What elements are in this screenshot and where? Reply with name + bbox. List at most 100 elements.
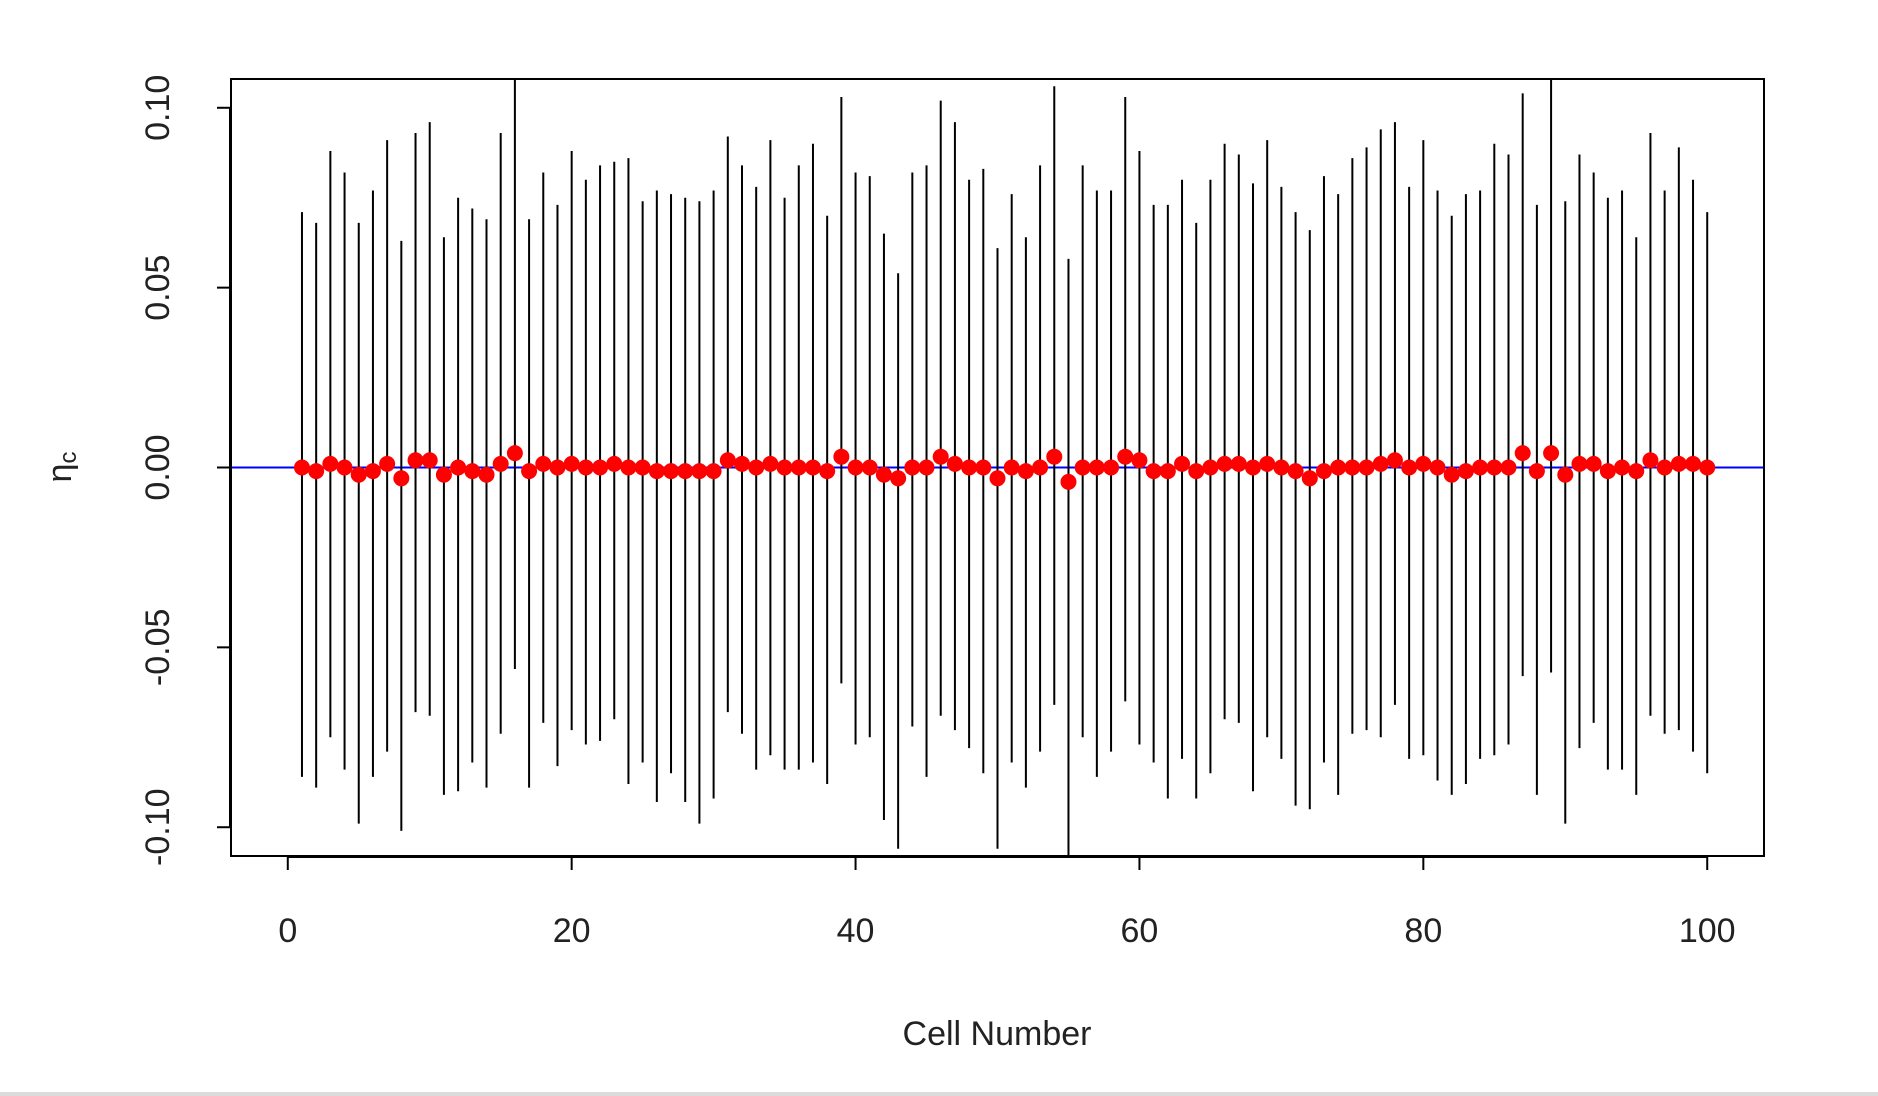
x-tick-label: 80 xyxy=(1404,912,1442,950)
data-point xyxy=(918,459,935,476)
data-point xyxy=(563,455,580,472)
data-point xyxy=(648,463,665,480)
data-point xyxy=(748,459,765,476)
data-point xyxy=(1628,463,1645,480)
data-point xyxy=(1259,455,1276,472)
data-point xyxy=(506,445,523,462)
data-point xyxy=(1415,455,1432,472)
data-point xyxy=(1330,459,1347,476)
y-tick-label: 0.00 xyxy=(139,434,177,500)
data-point xyxy=(592,459,609,476)
data-point xyxy=(393,470,410,487)
data-point xyxy=(1088,459,1105,476)
data-point xyxy=(1670,455,1687,472)
data-point xyxy=(293,459,310,476)
data-point xyxy=(492,455,509,472)
data-point xyxy=(364,463,381,480)
x-tick-label: 40 xyxy=(837,912,875,950)
data-point xyxy=(762,455,779,472)
data-point xyxy=(308,463,325,480)
data-point xyxy=(790,459,807,476)
data-point xyxy=(1117,448,1134,465)
data-point xyxy=(1202,459,1219,476)
data-point xyxy=(1614,459,1631,476)
data-point xyxy=(1245,459,1261,476)
data-point xyxy=(1386,452,1403,469)
data-point xyxy=(606,455,623,472)
data-point xyxy=(1543,445,1560,462)
data-point xyxy=(677,463,694,480)
data-point xyxy=(1273,459,1290,476)
y-tick-label: 0.05 xyxy=(139,255,177,321)
data-point xyxy=(1571,455,1588,472)
data-point xyxy=(734,455,750,472)
data-point xyxy=(1003,459,1020,476)
data-point xyxy=(1145,463,1162,480)
data-point xyxy=(1401,459,1418,476)
data-point xyxy=(1472,459,1489,476)
data-point xyxy=(1060,473,1077,490)
data-point xyxy=(861,459,878,476)
data-point xyxy=(1457,463,1474,480)
data-point xyxy=(336,459,353,476)
data-point xyxy=(1642,452,1659,469)
data-point xyxy=(421,452,438,469)
data-point xyxy=(1287,463,1304,480)
y-axis-label: ηc xyxy=(41,452,82,483)
data-point xyxy=(1514,445,1531,462)
data-point xyxy=(1656,459,1673,476)
data-point xyxy=(1557,466,1574,483)
data-point xyxy=(1074,459,1091,476)
data-point xyxy=(407,452,424,469)
data-point xyxy=(350,466,367,483)
data-point xyxy=(691,463,708,480)
x-axis-label: Cell Number xyxy=(903,1015,1092,1053)
window-border xyxy=(0,1092,1878,1096)
data-point xyxy=(975,459,992,476)
data-point xyxy=(1585,455,1602,472)
data-point xyxy=(1358,459,1375,476)
data-point xyxy=(804,459,821,476)
data-point xyxy=(322,455,339,472)
data-point xyxy=(705,463,722,480)
x-tick-label: 60 xyxy=(1121,912,1159,950)
data-point xyxy=(1131,452,1148,469)
data-point xyxy=(1344,459,1361,476)
y-tick-label: 0.10 xyxy=(139,75,177,141)
data-point xyxy=(776,459,793,476)
data-point xyxy=(719,452,736,469)
data-point xyxy=(890,470,907,487)
data-point xyxy=(833,448,850,465)
data-point xyxy=(989,470,1006,487)
data-point xyxy=(904,459,921,476)
data-point xyxy=(1017,463,1034,480)
data-point xyxy=(875,466,892,483)
data-point xyxy=(379,455,396,472)
data-point xyxy=(521,463,538,480)
data-point xyxy=(932,448,949,465)
plot-area xyxy=(231,79,1764,856)
data-point xyxy=(1315,463,1332,480)
data-point xyxy=(1159,463,1176,480)
data-point xyxy=(1372,455,1389,472)
x-tick-label: 0 xyxy=(278,912,297,950)
data-point xyxy=(1500,459,1517,476)
data-point xyxy=(1528,463,1545,480)
data-point xyxy=(1486,459,1503,476)
data-point xyxy=(577,459,594,476)
data-point xyxy=(1685,455,1702,472)
data-point xyxy=(1429,459,1446,476)
data-point xyxy=(946,455,963,472)
data-point xyxy=(634,459,651,476)
data-point xyxy=(535,455,552,472)
data-point xyxy=(1188,463,1205,480)
data-point xyxy=(464,463,481,480)
y-label-main: η xyxy=(41,464,79,483)
y-tick-label: -0.05 xyxy=(139,609,177,687)
data-point xyxy=(1032,459,1049,476)
data-point xyxy=(961,459,978,476)
data-point xyxy=(478,466,495,483)
y-label-sub: c xyxy=(55,452,82,464)
data-point xyxy=(549,459,566,476)
data-point xyxy=(1230,455,1247,472)
